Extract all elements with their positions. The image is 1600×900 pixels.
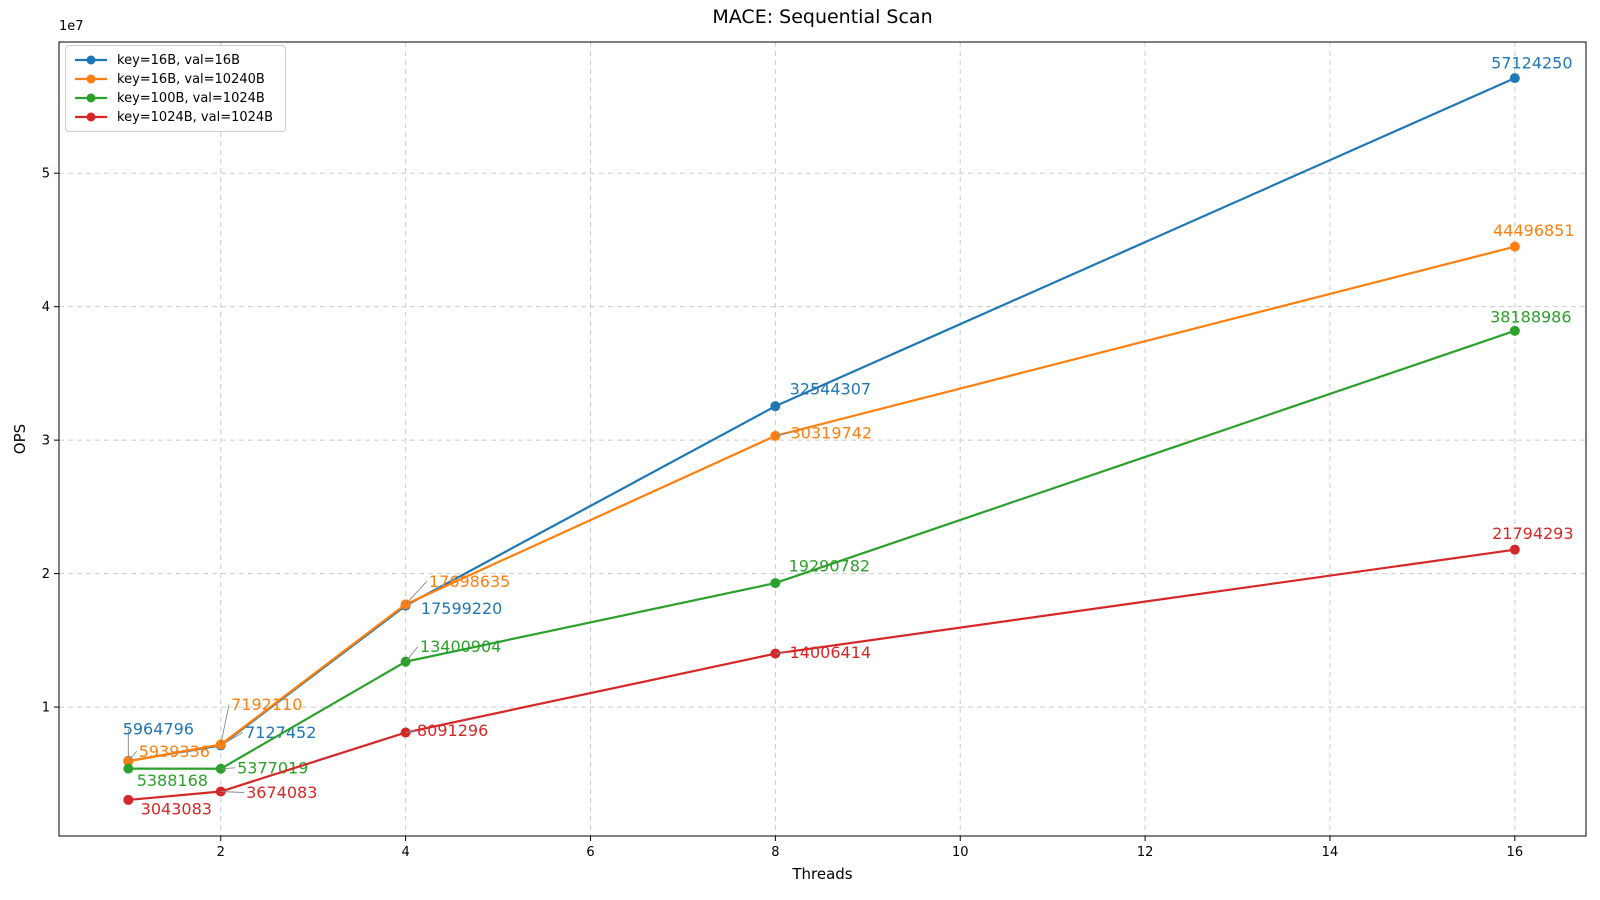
data-point: [1509, 544, 1520, 555]
legend-item: key=16B, val=10240B: [74, 71, 273, 87]
point-value-label: 7127452: [245, 723, 316, 742]
y-tick-label: 5: [42, 167, 50, 182]
data-point: [1509, 325, 1520, 336]
point-value-label: 5388168: [137, 771, 208, 790]
legend-item: key=1024B, val=1024B: [74, 109, 273, 125]
chart-title: MACE: Sequential Scan: [712, 6, 933, 28]
y-tick-label: 1: [42, 701, 50, 716]
point-value-label: 32544307: [790, 380, 871, 399]
x-axis-label: Threads: [792, 865, 853, 883]
y-tick-label: 4: [42, 300, 50, 315]
data-point: [770, 401, 781, 412]
series-line: [128, 548, 1515, 802]
data-point: [123, 763, 134, 774]
label-leader-line: [405, 730, 416, 733]
point-value-label: 8091296: [417, 721, 488, 740]
point-value-label: 19290782: [789, 557, 870, 576]
series-line: [128, 245, 1516, 763]
x-tick-label: 14: [1322, 845, 1339, 860]
y-tick-label: 2: [42, 567, 50, 582]
point-value-label: 7192110: [231, 695, 302, 714]
point-value-label: 17698635: [429, 572, 510, 591]
legend-line-marker-icon: [75, 112, 107, 122]
x-tick-label: 2: [217, 845, 225, 860]
label-leader-line: [220, 704, 230, 745]
point-value-label: 13400904: [420, 637, 501, 656]
label-leader-line: [775, 432, 789, 437]
x-tick-label: 6: [586, 845, 594, 860]
point-value-label: 5939336: [139, 742, 210, 761]
data-point: [1509, 241, 1520, 252]
label-leader-line: [220, 791, 245, 793]
data-point: [1509, 73, 1520, 84]
y-axis-label: OPS: [11, 423, 29, 455]
data-point: [123, 794, 134, 805]
legend-line-marker-icon: [75, 55, 107, 65]
x-tick-label: 10: [952, 845, 969, 860]
x-tick-label: 4: [401, 845, 409, 860]
x-tick-label: 8: [771, 845, 779, 860]
x-tick-label: 16: [1507, 845, 1524, 860]
point-value-label: 21794293: [1492, 524, 1573, 543]
legend-label: key=1024B, val=1024B: [117, 109, 274, 125]
point-value-label: 44496851: [1493, 221, 1574, 240]
legend-label: key=100B, val=1024B: [117, 90, 265, 106]
point-value-label: 5377019: [237, 758, 308, 777]
label-leader-line: [220, 767, 236, 770]
point-value-label: 14006414: [790, 643, 871, 662]
label-leader-line: [405, 646, 419, 662]
label-leader-line: [127, 750, 137, 762]
x-tick-label: 12: [1137, 845, 1154, 860]
point-value-label: 57124250: [1491, 54, 1572, 73]
plot-border: [58, 41, 1587, 837]
y-offset-text: 1e7: [59, 19, 84, 34]
point-value-label: 38188986: [1490, 307, 1571, 326]
point-value-label: 30319742: [791, 423, 872, 442]
data-point: [770, 578, 781, 589]
legend: key=16B, val=16B key=16B, val=10240B key=1…: [65, 45, 287, 132]
legend-label: key=16B, val=16B: [117, 52, 240, 68]
legend-label: key=16B, val=10240B: [117, 71, 265, 87]
point-value-label: 17599220: [421, 599, 502, 618]
legend-line-marker-icon: [75, 93, 107, 103]
point-value-label: 3674083: [246, 783, 317, 802]
y-tick-label: 3: [42, 434, 50, 449]
label-leader-line: [775, 652, 788, 655]
point-value-label: 5964796: [123, 719, 194, 738]
legend-item: key=100B, val=1024B: [74, 90, 273, 106]
legend-item: key=16B, val=16B: [74, 52, 273, 68]
point-value-label: 3043083: [141, 799, 212, 818]
legend-line-marker-icon: [75, 74, 107, 84]
label-leader-line: [405, 581, 428, 605]
